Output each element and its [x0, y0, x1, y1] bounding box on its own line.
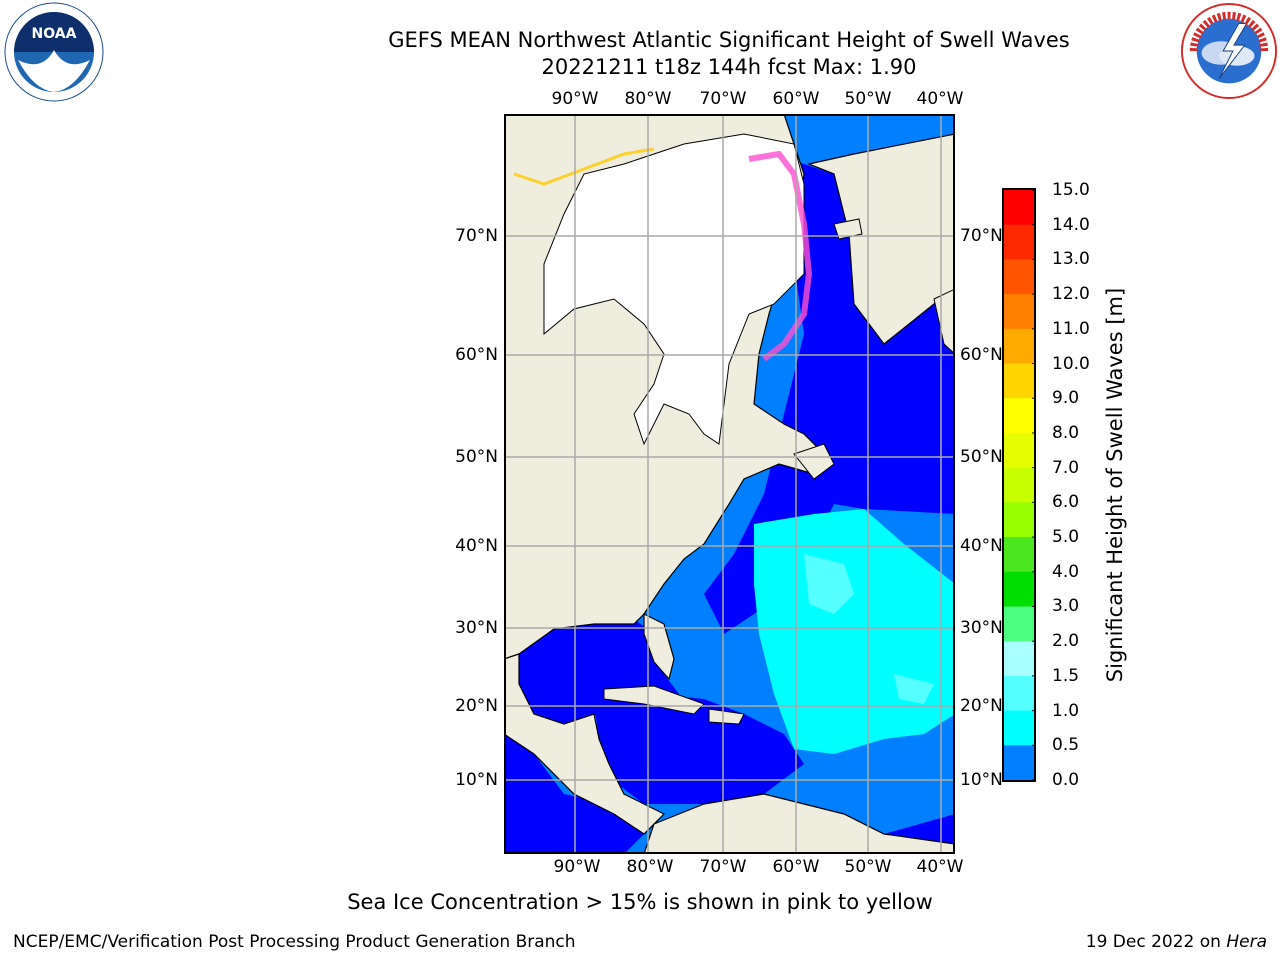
lon-tick-bottom-90w: 90°W — [553, 857, 601, 877]
lon-tick-top-70w: 70°W — [699, 89, 747, 109]
lon-tick-bottom-40w: 40°W — [916, 857, 964, 877]
footer-date: 19 Dec 2022 on Hera — [1086, 932, 1267, 952]
colorbar-swatch — [1004, 675, 1034, 712]
lat-tick-left-20n: 20°N — [455, 696, 498, 716]
colorbar-label: 12.0 — [1052, 284, 1090, 305]
lon-tick-top-40w: 40°W — [916, 89, 964, 109]
colorbar-swatch — [1004, 224, 1034, 260]
footer-organization: NCEP/EMC/Verification Post Processing Pr… — [13, 932, 576, 952]
lat-tick-right-30n: 30°N — [960, 618, 1003, 638]
swell-band-pacific — [504, 734, 654, 854]
noaa-logo: NOAA — [4, 2, 104, 102]
colorbar-label: 6.0 — [1052, 492, 1080, 513]
colorbar-label: 15.0 — [1052, 180, 1090, 200]
colorbar-swatch — [1004, 606, 1034, 642]
colorbar-swatch — [1004, 502, 1034, 538]
colorbar-label: 9.0 — [1052, 388, 1080, 409]
land-south-america — [643, 793, 955, 854]
colorbar-frame — [1002, 188, 1036, 782]
swell-band-caribbean — [594, 694, 804, 804]
swell-band-1.5-2.0 — [804, 554, 854, 614]
colorbar-label: 11.0 — [1052, 318, 1090, 339]
colorbar-swatch — [1004, 190, 1034, 226]
colorbar-swatch — [1004, 571, 1034, 607]
lon-tick-top-90w: 90°W — [551, 89, 599, 109]
colorbar-label: 7.0 — [1052, 457, 1080, 478]
lat-tick-left-30n: 30°N — [455, 618, 498, 638]
map-title: GEFS MEAN Northwest Atlantic Significant… — [388, 28, 1070, 52]
land-iceland — [833, 218, 863, 240]
lat-tick-right-20n: 20°N — [960, 696, 1003, 716]
map-frame — [504, 114, 955, 854]
svg-text:NOAA: NOAA — [32, 26, 77, 42]
colorbar-swatch — [1004, 328, 1034, 365]
colorbar-label: 5.0 — [1052, 527, 1080, 548]
lat-tick-right-70n: 70°N — [960, 226, 1003, 246]
colorbar-label: 4.0 — [1052, 561, 1080, 582]
colorbar-swatch — [1004, 363, 1034, 399]
lon-tick-top-50w: 50°W — [844, 89, 892, 109]
colorbar-label: 0.5 — [1052, 735, 1080, 756]
colorbar-label: 2.0 — [1052, 631, 1080, 652]
land-greenland — [806, 133, 955, 345]
colorbar-label: 0.0 — [1052, 770, 1080, 790]
colorbar-swatch — [1004, 467, 1034, 503]
lat-tick-right-40n: 40°N — [960, 536, 1003, 556]
colorbar-swatch — [1004, 641, 1034, 677]
colorbar-swatch — [1004, 432, 1034, 469]
colorbar-swatch — [1004, 398, 1034, 434]
lat-tick-left-10n: 10°N — [455, 770, 498, 790]
land-cuba — [603, 685, 705, 715]
colorbar-swatch — [1004, 745, 1034, 781]
lat-tick-left-50n: 50°N — [455, 447, 498, 467]
national-weather-service-logo — [1180, 2, 1278, 100]
footer-machine: Hera — [1226, 932, 1267, 952]
lat-tick-right-10n: 10°N — [960, 770, 1003, 790]
lon-tick-top-60w: 60°W — [772, 89, 820, 109]
sea-ice-yellow-edge — [513, 147, 655, 186]
colorbar-label: 14.0 — [1052, 214, 1090, 235]
colorbar-title: Significant Height of Swell Waves [m] — [1103, 287, 1127, 683]
swell-band-1.5-2.0-east — [894, 674, 934, 704]
grid-lines — [504, 114, 955, 854]
lat-tick-left-60n: 60°N — [455, 345, 498, 365]
lon-tick-bottom-50w: 50°W — [844, 857, 892, 877]
lat-tick-left-40n: 40°N — [455, 536, 498, 556]
sea-ice-hudson-bay — [543, 133, 805, 446]
footer-date-text: 19 Dec 2022 on — [1085, 932, 1221, 952]
land-newfoundland — [793, 443, 835, 480]
colorbar — [1002, 188, 1036, 782]
map-subtitle: 20221211 t18z 144h fcst Max: 1.90 — [541, 55, 917, 79]
lat-tick-left-70n: 70°N — [455, 226, 498, 246]
colorbar-label: 8.0 — [1052, 422, 1080, 443]
lon-tick-top-80w: 80°W — [624, 89, 672, 109]
swell-band-0-0.5 — [704, 154, 955, 634]
colorbar-swatch — [1004, 710, 1034, 746]
colorbar-swatch — [1004, 537, 1034, 573]
land-florida — [643, 613, 675, 681]
sea-ice-pink-edge — [748, 150, 813, 362]
lat-tick-right-50n: 50°N — [960, 447, 1003, 467]
colorbar-swatch — [1004, 259, 1034, 295]
swell-height-map — [504, 114, 955, 854]
sea-ice-note: Sea Ice Concentration > 15% is shown in … — [347, 890, 933, 914]
lon-tick-bottom-70w: 70°W — [699, 857, 747, 877]
lat-tick-right-60n: 60°N — [960, 345, 1003, 365]
colorbar-label: 1.5 — [1052, 665, 1080, 686]
colorbar-label: 1.0 — [1052, 700, 1080, 721]
lon-tick-bottom-80w: 80°W — [626, 857, 674, 877]
lon-tick-bottom-60w: 60°W — [772, 857, 820, 877]
colorbar-label: 10.0 — [1052, 353, 1090, 374]
land-hispaniola — [708, 708, 745, 725]
colorbar-label: 13.0 — [1052, 249, 1090, 270]
colorbar-swatch — [1004, 294, 1034, 330]
colorbar-label: 3.0 — [1052, 596, 1080, 617]
